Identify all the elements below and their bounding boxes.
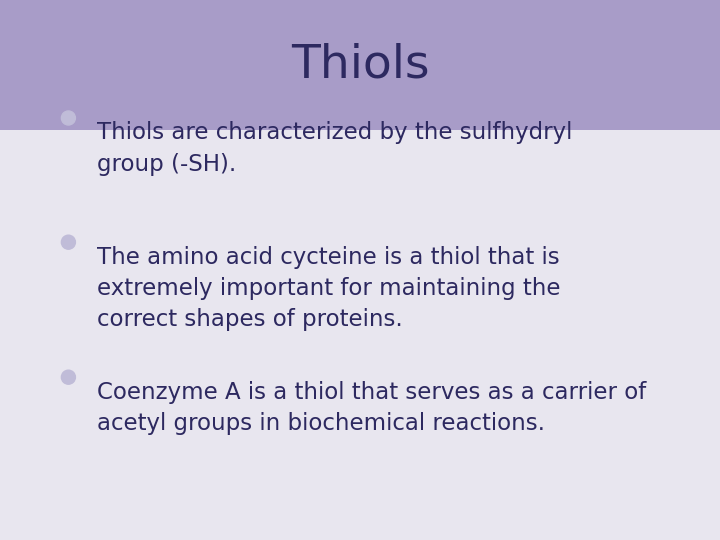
Text: Thiols: Thiols: [291, 43, 429, 87]
Text: Thiols are characterized by the sulfhydryl
group (-SH).: Thiols are characterized by the sulfhydr…: [97, 122, 572, 176]
Ellipse shape: [61, 370, 76, 384]
Ellipse shape: [61, 111, 76, 125]
Text: Coenzyme A is a thiol that serves as a carrier of
acetyl groups in biochemical r: Coenzyme A is a thiol that serves as a c…: [97, 381, 647, 435]
Text: The amino acid cycteine is a thiol that is
extremely important for maintaining t: The amino acid cycteine is a thiol that …: [97, 246, 561, 331]
Bar: [0, 0, 720, 130]
Ellipse shape: [61, 235, 76, 249]
